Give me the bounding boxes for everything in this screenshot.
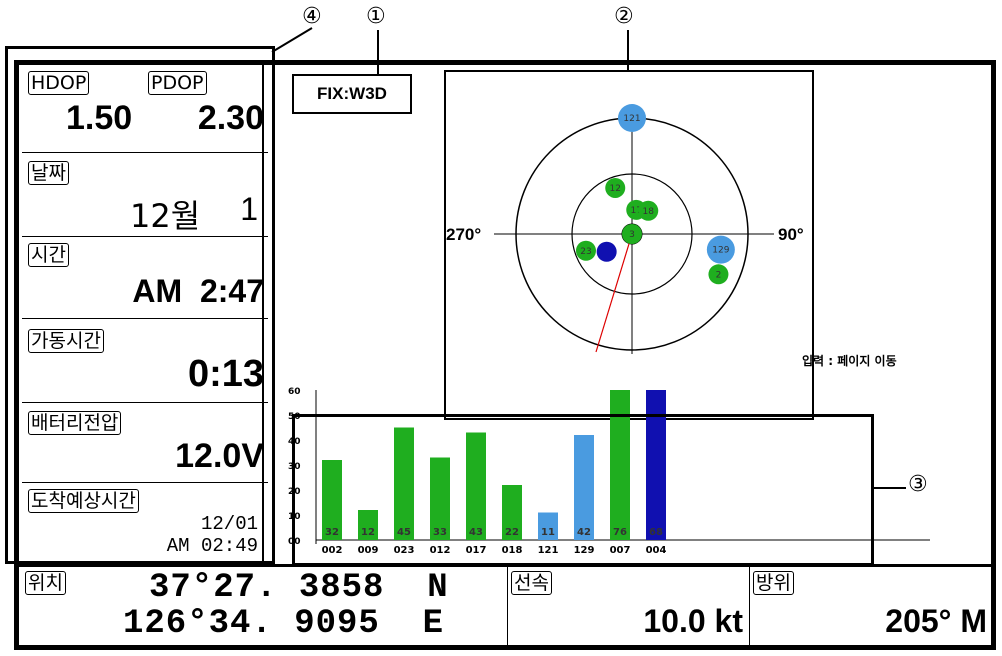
satellite-id-label: 3 <box>629 230 635 240</box>
bar-value-label: 43 <box>469 527 483 538</box>
battery-value: 12.0V <box>175 437 264 475</box>
callout-2: ② <box>614 4 634 29</box>
satellite-marker <box>575 240 596 261</box>
date-label: 날짜 <box>28 161 69 185</box>
satellite-id-label: 2 <box>716 270 722 280</box>
battery-cell: 배터리전압 12.0V <box>22 403 268 483</box>
satellite-marker <box>596 241 617 262</box>
label-270: 270° <box>446 225 481 244</box>
display-frame <box>14 60 996 650</box>
runtime-label: 가동시간 <box>28 329 104 353</box>
speed-cell: 선속 10.0 kt <box>507 567 750 646</box>
heading-line <box>595 233 633 353</box>
bar-value-label: 76 <box>613 527 627 538</box>
date-day: 1 <box>240 191 258 227</box>
bar-satellite-id: 009 <box>358 545 379 556</box>
position-cell: 위치 37°27. 3858 N 126°34. 9095 E <box>19 567 508 646</box>
satellite-id-label: 17 <box>631 206 642 216</box>
battery-label: 배터리전압 <box>28 411 122 435</box>
bar-value-label: 12 <box>361 527 375 538</box>
hdop-label: HDOP <box>28 71 90 95</box>
satellite-id-label: 129 <box>712 246 729 256</box>
bar-satellite-id: 002 <box>322 545 343 556</box>
satellite-id-label: 23 <box>580 247 591 257</box>
speed-label: 선속 <box>511 571 552 595</box>
signal-bar <box>430 457 450 540</box>
position-label: 위치 <box>25 571 66 595</box>
signal-bar <box>466 432 486 540</box>
time-label: 시간 <box>28 243 69 267</box>
bar-value-label: 42 <box>577 527 591 538</box>
bar-value-label: 45 <box>397 527 411 538</box>
signal-bar <box>358 510 378 540</box>
fix-mode-text: FIX:W3D <box>317 84 387 103</box>
satellite-marker <box>605 177 626 198</box>
satellite-marker <box>622 224 642 244</box>
satellite-marker <box>638 200 659 221</box>
runtime-cell: 가동시간 0:13 <box>22 319 268 403</box>
callout-3: ③ <box>908 472 928 497</box>
info-panel-inner-border <box>262 60 264 566</box>
speed-value: 10.0 kt <box>643 603 743 639</box>
satellite-id-label: 18 <box>643 207 655 217</box>
eta-label: 도착예상시간 <box>28 489 139 513</box>
bar-value-label: 68 <box>649 527 663 538</box>
signal-bar <box>574 435 594 540</box>
bar-satellite-id: 012 <box>430 545 451 556</box>
date-month: 12월 <box>130 197 201 235</box>
bar-satellite-id: 129 <box>574 545 595 556</box>
callout-4: ④ <box>302 4 322 29</box>
latitude-value: 37°27. 3858 N <box>149 569 449 607</box>
eta-time: AM 02:49 <box>166 535 258 557</box>
y-tick-label: 60 <box>288 387 301 397</box>
bar-value-label: 11 <box>541 527 555 538</box>
longitude-value: 126°34. 9095 E <box>123 605 445 643</box>
signal-bar <box>322 460 342 540</box>
bar-satellite-id: 004 <box>646 545 667 556</box>
runtime-value: 0:13 <box>187 353 264 395</box>
heading-cell: 방위 205° M <box>749 567 991 646</box>
satellite-marker <box>618 104 646 132</box>
satellite-id-label: 12 <box>610 184 621 194</box>
bar-satellite-id: 017 <box>466 545 487 556</box>
heading-value: 205° M <box>885 603 987 639</box>
bottom-bar: 위치 37°27. 3858 N 126°34. 9095 E 선속 10.0 … <box>19 564 991 646</box>
fix-mode-box: FIX:W3D <box>292 74 412 114</box>
bar-value-label: 22 <box>505 527 519 538</box>
bar-chart-callout-box <box>292 414 874 566</box>
bar-satellite-id: 018 <box>502 545 523 556</box>
bar-satellite-id: 023 <box>394 545 415 556</box>
eta-date: 12/01 <box>200 513 258 535</box>
signal-bar <box>646 390 666 540</box>
skyplot: 270° 90° 121 12 17 18 3 129 2 23 <box>446 104 804 354</box>
satellite-marker <box>708 264 729 285</box>
satellite-marker <box>706 235 735 264</box>
date-cell: 날짜 12월 1 <box>22 153 268 237</box>
time-cell: 시간 AM 2:47 <box>22 237 268 319</box>
signal-bar <box>538 512 558 540</box>
bar-satellite-id: 121 <box>538 545 559 556</box>
signal-bar <box>610 390 630 540</box>
signal-bar <box>394 427 414 540</box>
callout-1: ① <box>366 4 386 29</box>
label-90: 90° <box>778 225 804 244</box>
page-move-hint: 입력 : 페이지 이동 <box>802 354 897 368</box>
bar-satellite-id: 007 <box>610 545 631 556</box>
heading-label: 방위 <box>753 571 794 595</box>
bar-value-label: 33 <box>433 527 447 538</box>
pdop-label: PDOP <box>148 71 207 95</box>
hdop-value: 1.50 <box>66 99 133 137</box>
satellite-id-label: 121 <box>623 114 640 124</box>
info-panel: HDOP PDOP 1.50 2.30 날짜 12월 1 시간 AM 2:47 … <box>5 46 275 564</box>
time-value: AM 2:47 <box>132 273 264 309</box>
signal-bar <box>502 485 522 540</box>
dop-cell: HDOP PDOP 1.50 2.30 <box>22 65 268 153</box>
bar-value-label: 32 <box>325 527 339 538</box>
pdop-value: 2.30 <box>197 99 264 137</box>
eta-cell: 도착예상시간 12/01 AM 02:49 <box>22 483 268 561</box>
